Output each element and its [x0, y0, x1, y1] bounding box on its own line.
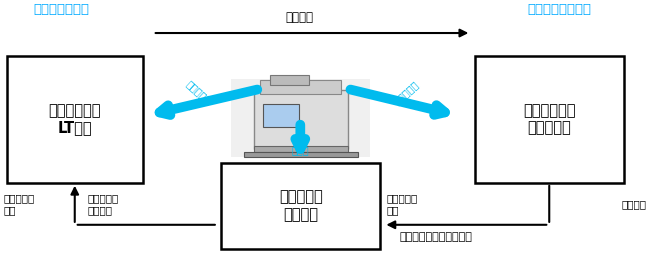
Text: 設備の改善・
改良・進化: 設備の改善・ 改良・進化	[523, 103, 575, 136]
Text: ファスナー生産: ファスナー生産	[34, 3, 90, 15]
Text: 稼働データ: 稼働データ	[184, 79, 213, 106]
FancyBboxPatch shape	[244, 152, 358, 157]
Text: 保守部品の
安定供給: 保守部品の 安定供給	[279, 189, 322, 222]
FancyBboxPatch shape	[474, 56, 624, 183]
FancyBboxPatch shape	[231, 79, 370, 157]
Text: 交換時期に
部品出荷: 交換時期に 部品出荷	[88, 194, 119, 215]
FancyBboxPatch shape	[270, 75, 309, 85]
Text: 使いやすい
設備: 使いやすい 設備	[3, 194, 34, 215]
FancyBboxPatch shape	[254, 146, 348, 152]
FancyBboxPatch shape	[221, 163, 380, 249]
Text: 設備開発（黒部）: 設備開発（黒部）	[527, 3, 591, 15]
FancyBboxPatch shape	[6, 56, 143, 183]
Text: 基準設定: 基準設定	[622, 199, 647, 210]
Text: 稼働
データ: 稼働 データ	[291, 134, 309, 156]
Text: 作りやすい
設備: 作りやすい 設備	[387, 194, 418, 215]
Text: 設備・部品製造（黒部）: 設備・部品製造（黒部）	[400, 232, 473, 243]
Text: 改善要望: 改善要望	[285, 11, 313, 24]
FancyBboxPatch shape	[260, 80, 341, 94]
FancyBboxPatch shape	[263, 104, 299, 127]
FancyBboxPatch shape	[254, 90, 348, 149]
Text: コストダウン
LT短縮: コストダウン LT短縮	[49, 103, 101, 136]
Text: 稼働データ: 稼働データ	[392, 79, 421, 106]
